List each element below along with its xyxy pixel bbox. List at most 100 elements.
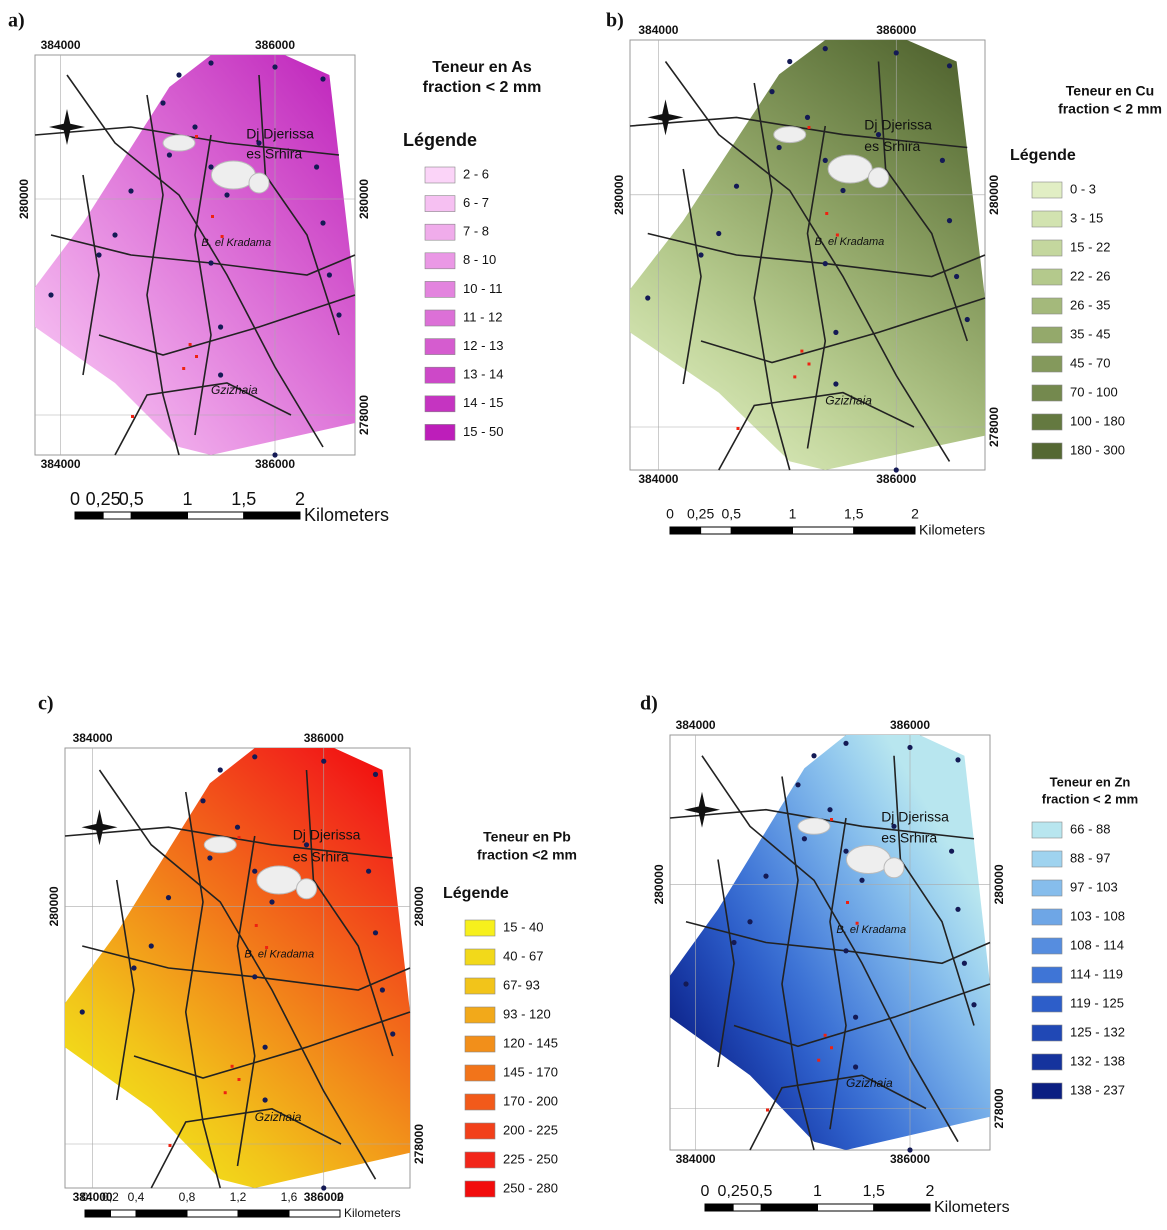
panel: a)Dj Djerissaes SrhiraB. el KradamaGzizh… [8, 10, 541, 525]
legend-swatch [1032, 1083, 1062, 1099]
sample-point [947, 63, 952, 68]
legend-label: 7 - 8 [463, 224, 489, 239]
legend-swatch [465, 1181, 495, 1197]
place-name: Dj Djerissa [881, 809, 949, 825]
red-mark [830, 818, 833, 821]
sample-point [373, 930, 378, 935]
legend-label: 132 - 138 [1070, 1053, 1125, 1068]
panel-label: b) [606, 10, 624, 32]
legend-swatch [1032, 182, 1062, 198]
legend-label: 180 - 300 [1070, 442, 1125, 457]
legend-swatch [1032, 385, 1062, 401]
red-mark [211, 215, 214, 218]
sample-point [218, 324, 223, 329]
legend-swatch [1032, 909, 1062, 925]
panel-label: c) [38, 693, 54, 715]
legend-swatch [425, 253, 455, 269]
y-coordinate: 280000 [987, 174, 1001, 214]
sample-point [777, 145, 782, 150]
legend-swatch [1032, 967, 1062, 983]
place-name: B. el Kradama [201, 237, 271, 249]
sample-point [859, 878, 864, 883]
sample-point [787, 59, 792, 64]
scale-label: 0 [666, 506, 674, 522]
legend-label: 120 - 145 [503, 1035, 558, 1050]
legend-swatch [425, 224, 455, 240]
scale-label: 1,2 [230, 1190, 247, 1204]
scale-label: 0,25 [718, 1183, 749, 1200]
quarry [798, 818, 830, 834]
sample-point [954, 274, 959, 279]
legend-swatch [425, 339, 455, 355]
legend-swatch [1032, 1025, 1062, 1041]
place-name: Gzizhaia [255, 1110, 302, 1124]
y-coordinate: 280000 [47, 886, 61, 926]
legend-label: 67- 93 [503, 977, 540, 992]
legend-title-line: fraction <2 mm [477, 847, 577, 863]
red-mark [824, 1034, 827, 1037]
sample-point [80, 1009, 85, 1014]
x-coordinate: 384000 [638, 23, 678, 37]
scale-segment [289, 1210, 340, 1217]
scale-segment [874, 1204, 930, 1211]
legend-swatch [425, 167, 455, 183]
scale-label: 0,5 [750, 1183, 772, 1200]
x-coordinate: 384000 [638, 472, 678, 486]
scale-segment [761, 1204, 817, 1211]
red-mark [800, 350, 803, 353]
y-coordinate: 280000 [412, 886, 426, 926]
sample-point [208, 260, 213, 265]
place-name: B. el Kradama [815, 236, 885, 248]
scale-label: 1,6 [281, 1190, 298, 1204]
legend-swatch [465, 1007, 495, 1023]
panel-label: a) [8, 10, 25, 32]
place-name: Gzizhaia [846, 1076, 893, 1090]
sample-point [947, 218, 952, 223]
legend-label: 145 - 170 [503, 1064, 558, 1079]
sample-point [380, 987, 385, 992]
scale-segment [187, 1210, 238, 1217]
red-mark [808, 126, 811, 129]
sample-point [166, 895, 171, 900]
scale-label: 1,5 [231, 489, 256, 509]
legend-heading: Légende [403, 130, 477, 150]
sample-point [320, 76, 325, 81]
scale-label: 0 [70, 489, 80, 509]
legend-heading: Légende [1010, 147, 1076, 164]
x-coordinate: 386000 [876, 472, 916, 486]
y-coordinate: 280000 [992, 864, 1006, 904]
legend-label: 8 - 10 [463, 252, 496, 267]
scale-segment [85, 1210, 111, 1217]
legend-label: 88 - 97 [1070, 850, 1110, 865]
place-name: Gzizhaia [211, 383, 258, 397]
legend-label: 12 - 13 [463, 338, 503, 353]
legend-title-line: Teneur en Zn [1050, 774, 1131, 789]
legend-swatch [1032, 414, 1062, 430]
legend-swatch [465, 978, 495, 994]
sample-point [955, 757, 960, 762]
place-name: es Srhira [293, 849, 349, 865]
legend-title-line: fraction < 2 mm [423, 79, 542, 96]
y-coordinate: 278000 [992, 1088, 1006, 1128]
sample-point [128, 188, 133, 193]
quarry [297, 879, 317, 899]
sample-point [314, 164, 319, 169]
sample-point [208, 164, 213, 169]
sample-point [955, 907, 960, 912]
sample-point [218, 767, 223, 772]
legend-title-line: Teneur en Pb [483, 829, 571, 845]
x-coordinate: 384000 [41, 457, 81, 471]
sample-point [876, 132, 881, 137]
legend-label: 66 - 88 [1070, 821, 1110, 836]
y-coordinate: 280000 [612, 174, 626, 214]
place-name: Dj Djerissa [864, 117, 932, 133]
legend-label: 125 - 132 [1070, 1024, 1125, 1039]
legend-label: 138 - 237 [1070, 1082, 1125, 1097]
scale-segment [854, 527, 915, 534]
scale-segment [75, 512, 103, 519]
red-mark [238, 836, 241, 839]
red-mark [793, 375, 796, 378]
panel: c)Dj Djerissaes SrhiraB. el KradamaGzizh… [38, 693, 577, 1221]
sample-point [131, 965, 136, 970]
